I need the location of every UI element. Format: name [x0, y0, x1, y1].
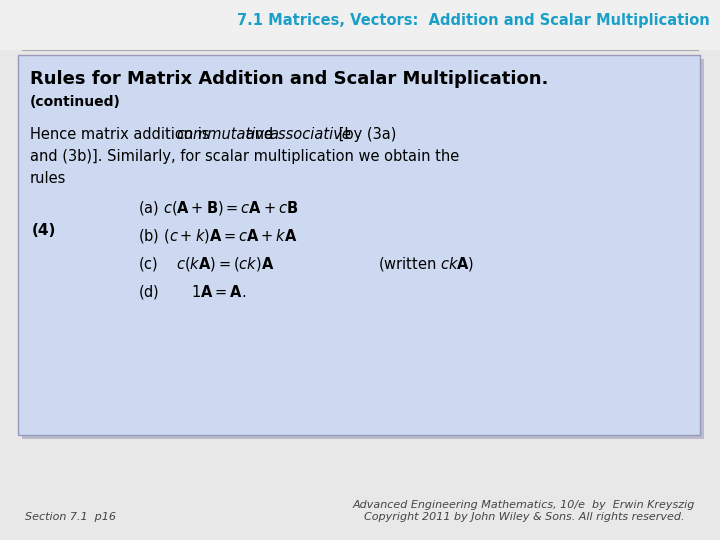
Text: and: and: [240, 127, 277, 142]
Text: Section 7.1  p16: Section 7.1 p16: [25, 512, 116, 522]
FancyBboxPatch shape: [18, 55, 700, 435]
Text: and (3b)]. Similarly, for scalar multiplication we obtain the: and (3b)]. Similarly, for scalar multipl…: [30, 149, 459, 164]
Text: (c)    $c(k\mathbf{A})=(ck)\mathbf{A}$: (c) $c(k\mathbf{A})=(ck)\mathbf{A}$: [138, 255, 274, 273]
Text: Advanced Engineering Mathematics, 10/e  by  Erwin Kreyszig
Copyright 2011 by Joh: Advanced Engineering Mathematics, 10/e b…: [353, 501, 695, 522]
Text: Hence matrix addition is: Hence matrix addition is: [30, 127, 215, 142]
Text: rules: rules: [30, 171, 66, 186]
Text: associative: associative: [270, 127, 352, 142]
Text: commutative: commutative: [176, 127, 274, 142]
Text: [by (3a): [by (3a): [334, 127, 397, 142]
Text: (written $ck\mathbf{A}$): (written $ck\mathbf{A}$): [378, 255, 474, 273]
FancyBboxPatch shape: [0, 0, 720, 50]
Text: (a) $c(\mathbf{A}+\mathbf{B})=c\mathbf{A}+c\mathbf{B}$: (a) $c(\mathbf{A}+\mathbf{B})=c\mathbf{A…: [138, 199, 298, 217]
Text: (b) $(c+k)\mathbf{A}=c\mathbf{A}+k\mathbf{A}$: (b) $(c+k)\mathbf{A}=c\mathbf{A}+k\mathb…: [138, 227, 297, 245]
Text: 7.1 Matrices, Vectors:  Addition and Scalar Multiplication: 7.1 Matrices, Vectors: Addition and Scal…: [238, 12, 710, 28]
FancyBboxPatch shape: [22, 59, 704, 439]
Text: Rules for Matrix Addition and Scalar Multiplication.: Rules for Matrix Addition and Scalar Mul…: [30, 70, 549, 88]
Text: (d)       $1\mathbf{A}=\mathbf{A}.$: (d) $1\mathbf{A}=\mathbf{A}.$: [138, 283, 246, 301]
Text: (continued): (continued): [30, 95, 121, 109]
Text: (4): (4): [32, 223, 56, 238]
